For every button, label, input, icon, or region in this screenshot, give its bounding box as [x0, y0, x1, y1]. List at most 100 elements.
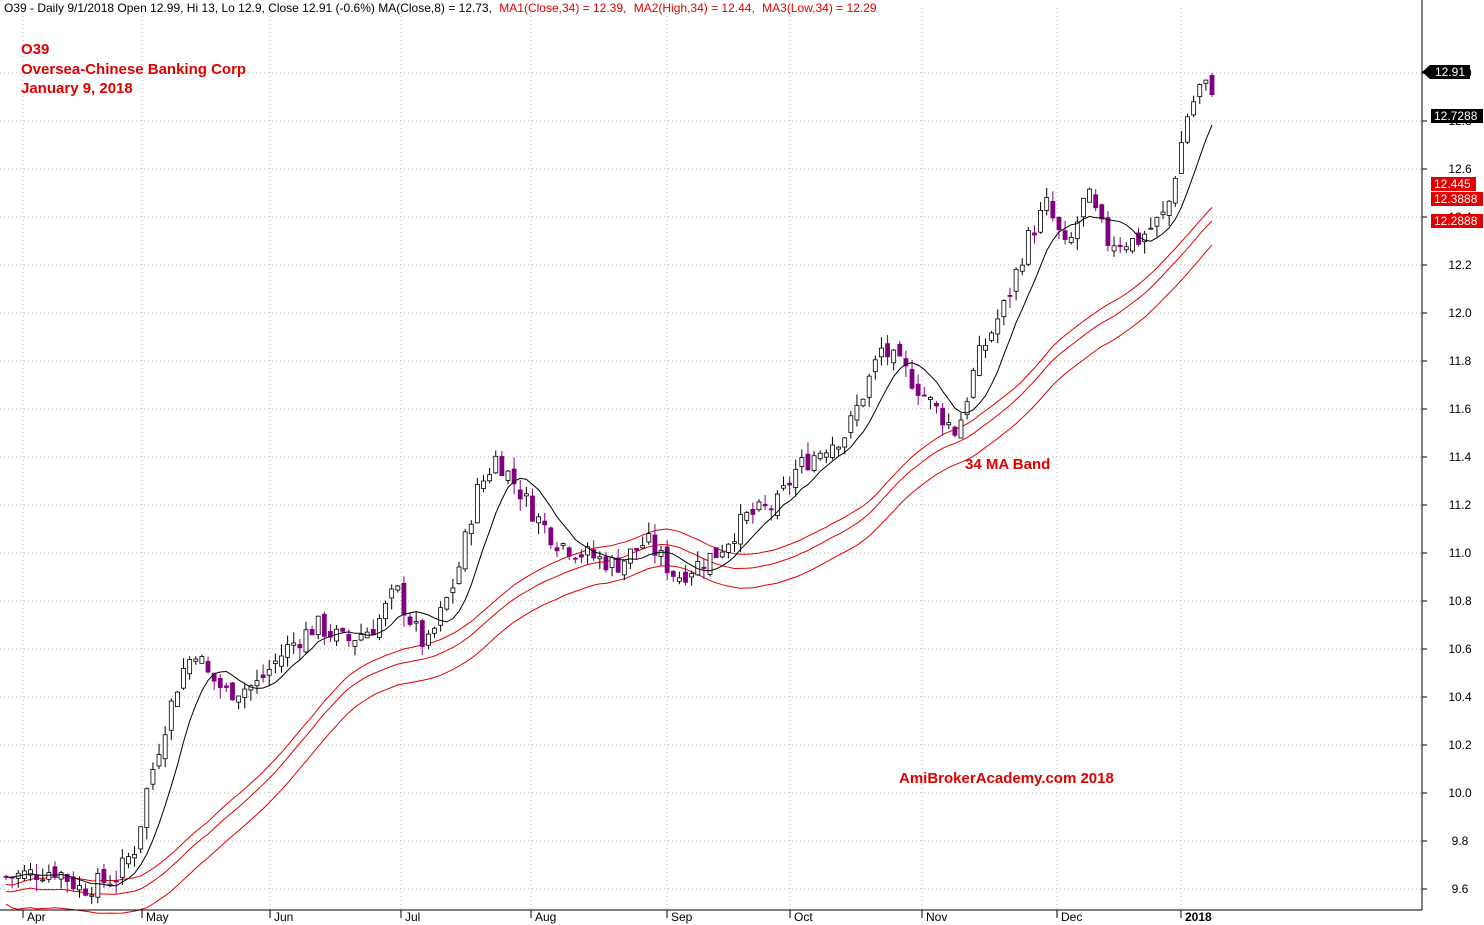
candle-body [597, 556, 603, 560]
x-tick-label: Oct [794, 910, 813, 924]
candle-body [1111, 245, 1117, 252]
header-ohlc: O39 - Daily 9/1/2018 Open 12.99, Hi 13, … [4, 1, 492, 15]
candle-body [113, 880, 119, 883]
candle-body [1136, 232, 1141, 245]
candle-body [303, 629, 309, 653]
candle-body [223, 685, 229, 688]
candle-body [156, 754, 162, 767]
candle-body [646, 533, 652, 543]
candle-body [438, 607, 444, 626]
candle-body [1074, 221, 1080, 239]
y-tick-label: 11.8 [1449, 354, 1472, 368]
candle-body [260, 674, 266, 679]
candle-body [266, 669, 272, 676]
candle-body [885, 343, 890, 358]
candle-body [909, 369, 915, 389]
candle-body [940, 407, 946, 426]
y-tick-label: 12.6 [1448, 162, 1472, 176]
y-tick-label: 10.8 [1448, 594, 1472, 608]
candle-body [1166, 200, 1172, 216]
candle-body [1038, 210, 1043, 233]
y-tick-label: 9.8 [1452, 834, 1469, 848]
watermark: AmiBrokerAcademy.com 2018 [899, 770, 1114, 787]
candle-body [1117, 244, 1123, 248]
candle-body [970, 369, 976, 398]
candle-body [664, 546, 670, 574]
candle-body [842, 437, 848, 448]
candle-body [138, 826, 144, 850]
candle-body [603, 556, 609, 571]
title-ticker: O39 [21, 41, 49, 58]
candle-body [995, 318, 1001, 335]
candle-body [407, 616, 413, 625]
candle-body [1093, 194, 1099, 209]
candle-body [52, 866, 58, 878]
candle-body [1081, 197, 1086, 218]
candle-body [205, 661, 211, 673]
candle-body [628, 548, 633, 564]
candle-body [468, 523, 474, 535]
candle-body [903, 358, 909, 367]
candle-body [309, 629, 315, 636]
x-tick-label: Jun [274, 910, 293, 924]
candle-body [983, 344, 988, 351]
candle-body [670, 570, 676, 577]
candle-body [781, 485, 786, 489]
y-tick-label: 11.6 [1449, 402, 1472, 416]
candle-body [432, 627, 437, 634]
y-tick-label: 10.0 [1448, 786, 1472, 800]
candle-body [934, 403, 939, 407]
header-ma3: MA3(Low,34) = 12.29 [762, 1, 877, 15]
candle-body [805, 453, 811, 471]
candle-body [615, 557, 621, 573]
candle-body [58, 872, 64, 880]
candle-body [77, 885, 82, 891]
header-ma1: MA1(Close,34) = 12.39, [499, 1, 626, 15]
candle-body [756, 501, 762, 511]
candle-body [1160, 211, 1166, 216]
candle-body [95, 873, 101, 898]
ma-low-tag: 12.2888 [1434, 214, 1478, 228]
candle-body [254, 680, 260, 687]
candle-body [744, 512, 750, 521]
candle-body [1044, 197, 1050, 211]
close-tag-bg [1422, 65, 1470, 79]
candle-body [640, 545, 646, 549]
y-tick-label: 12.2 [1448, 258, 1472, 272]
candle-body [150, 769, 156, 785]
candle-body [168, 700, 174, 731]
candle-body [897, 343, 903, 357]
header-line: O39 - Daily 9/1/2018 Open 12.99, Hi 13, … [4, 1, 877, 15]
candle-body [511, 468, 517, 485]
candle-body [811, 455, 817, 471]
ma8-tag-bg [1431, 109, 1483, 123]
candle-body [1007, 294, 1013, 297]
ma-high-tag-bg [1431, 177, 1476, 191]
candle-body [548, 527, 554, 546]
candle-body [830, 444, 835, 459]
candle-body [683, 571, 688, 583]
candle-body [119, 857, 125, 878]
candle-body [1099, 204, 1105, 220]
candle-body [505, 470, 511, 481]
candle-body [481, 480, 486, 489]
candles [3, 73, 1215, 905]
candle-body [236, 695, 242, 703]
candle-body [126, 856, 131, 865]
candle-body [285, 644, 291, 658]
y-tick-label: 10.6 [1448, 642, 1472, 656]
candle-body [787, 482, 792, 486]
ma8-tag: 12.7288 [1434, 109, 1478, 123]
candle-body [701, 566, 707, 569]
candle-body [591, 549, 597, 559]
x-tick-label: 2018 [1185, 910, 1212, 924]
candle-body [315, 615, 321, 636]
candle-body [952, 426, 958, 436]
candle-body [879, 347, 884, 358]
candle-body [132, 853, 137, 859]
candle-body [211, 672, 217, 682]
candle-body [340, 628, 346, 632]
candle-body [352, 640, 358, 647]
